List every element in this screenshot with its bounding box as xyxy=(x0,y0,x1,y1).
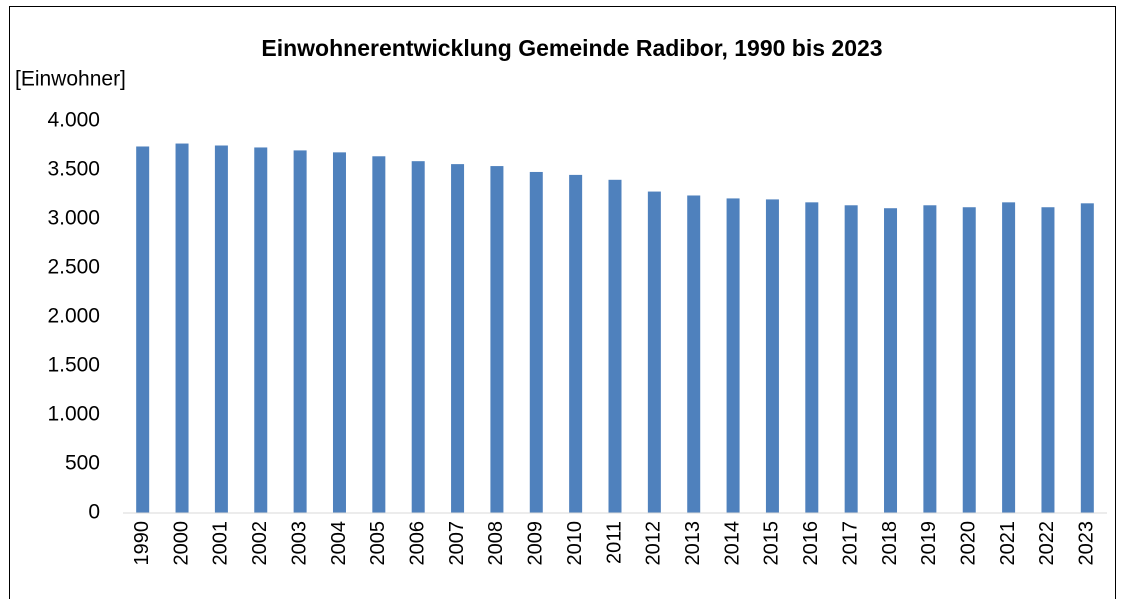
bar xyxy=(293,150,307,513)
bar xyxy=(1041,207,1055,514)
y-tick-label: 500 xyxy=(65,452,100,475)
x-tick-label: 2006 xyxy=(406,521,428,566)
y-tick-label: 2.000 xyxy=(47,305,100,328)
x-tick-label: 2013 xyxy=(682,521,704,566)
x-tick-label: 1990 xyxy=(131,521,153,566)
y-tick-label: 1.500 xyxy=(47,354,100,377)
bar xyxy=(411,161,425,513)
x-tick-label: 2003 xyxy=(288,521,310,566)
x-tick-label: 2012 xyxy=(643,521,665,566)
bar xyxy=(805,202,819,513)
x-tick-label: 2019 xyxy=(918,521,940,566)
bar xyxy=(687,195,701,514)
y-tick-label: 2.500 xyxy=(47,256,100,279)
bar xyxy=(608,179,622,514)
y-tick-label: 3.500 xyxy=(47,158,100,181)
bar xyxy=(884,208,898,513)
y-tick-label: 3.000 xyxy=(47,207,100,230)
x-tick-label: 2000 xyxy=(170,521,192,566)
x-tick-label: 2011 xyxy=(603,521,625,564)
x-tick-label: 2008 xyxy=(485,521,507,566)
x-tick-label: 2001 xyxy=(210,521,232,566)
x-tick-label: 2015 xyxy=(761,521,783,566)
y-tick-label: 4.000 xyxy=(47,109,100,132)
bar xyxy=(765,199,779,513)
x-tick-label: 2020 xyxy=(958,521,980,566)
bar xyxy=(844,205,858,513)
bar xyxy=(136,146,150,514)
bar xyxy=(529,171,543,513)
bar xyxy=(726,198,740,514)
x-tick-label: 2022 xyxy=(1036,521,1058,566)
bar xyxy=(569,174,583,513)
y-tick-label: 1.000 xyxy=(47,403,100,426)
x-tick-label: 2021 xyxy=(997,521,1019,566)
x-tick-label: 2014 xyxy=(721,521,743,566)
bar xyxy=(214,145,228,513)
x-tick-label: 2007 xyxy=(446,521,468,566)
x-tick-label: 2010 xyxy=(564,521,586,566)
x-tick-label: 2023 xyxy=(1076,521,1098,566)
bar xyxy=(962,207,976,514)
bar xyxy=(1002,202,1016,513)
y-axis-label: [Einwohner] xyxy=(15,68,126,91)
bar xyxy=(647,191,661,513)
bar xyxy=(175,143,189,514)
chart-title: Einwohnerentwicklung Gemeinde Radibor, 1… xyxy=(261,35,882,61)
x-tick-label: 2018 xyxy=(879,521,901,566)
bar xyxy=(332,152,346,514)
x-tick-label: 2002 xyxy=(249,521,271,566)
y-tick-label: 0 xyxy=(88,501,100,524)
bar xyxy=(923,205,937,513)
x-tick-label: 2004 xyxy=(328,521,350,566)
bar xyxy=(254,147,268,513)
x-tick-label: 2016 xyxy=(800,521,822,566)
chart-frame xyxy=(9,6,1116,599)
x-tick-label: 2005 xyxy=(367,521,389,566)
x-tick-label: 2009 xyxy=(525,521,547,566)
bar xyxy=(451,164,465,513)
bar xyxy=(1080,203,1094,513)
bar xyxy=(372,156,386,513)
bar xyxy=(490,166,504,513)
x-tick-label: 2017 xyxy=(839,521,861,566)
